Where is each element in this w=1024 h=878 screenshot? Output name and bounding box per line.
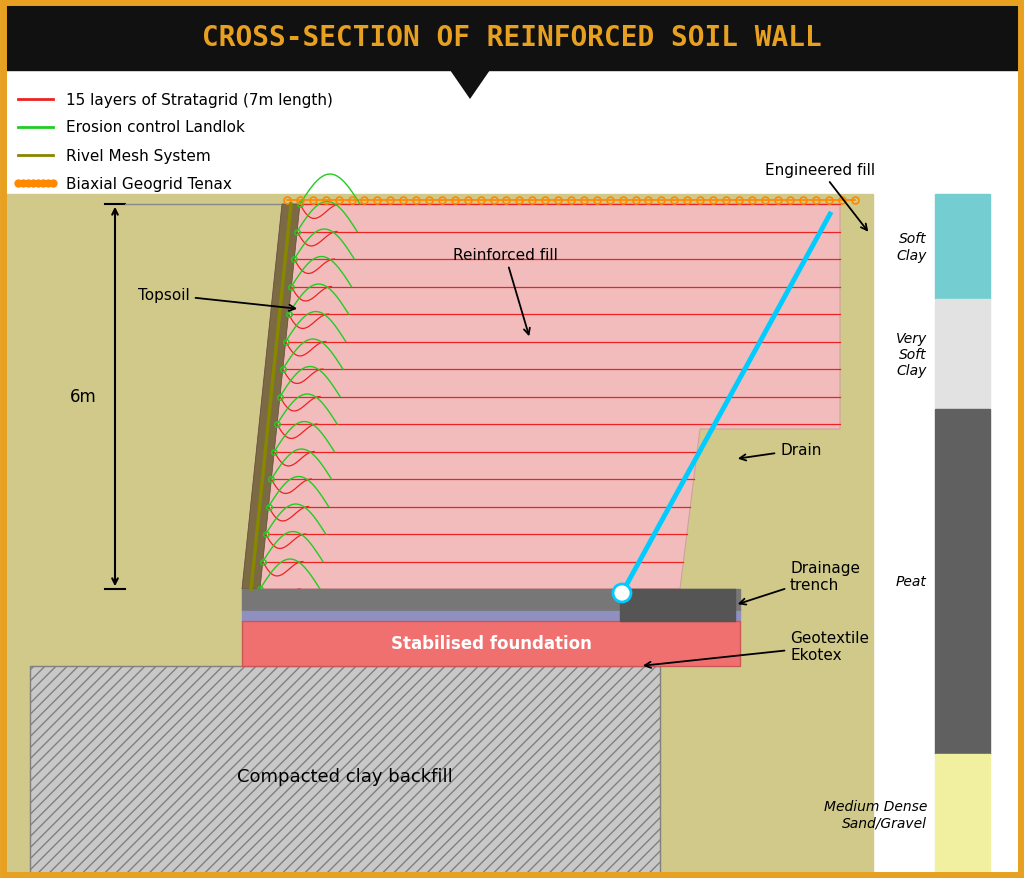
- Bar: [935, 195, 990, 299]
- Bar: [935, 754, 990, 874]
- Text: Engineered fill: Engineered fill: [765, 162, 876, 231]
- Text: Soft
Clay: Soft Clay: [897, 232, 927, 263]
- Circle shape: [613, 585, 631, 602]
- Bar: [242, 611, 740, 622]
- Bar: [242, 589, 740, 611]
- Bar: [242, 622, 740, 666]
- Text: Medium Dense
Sand/Gravel: Medium Dense Sand/Gravel: [823, 799, 927, 829]
- Text: Drain: Drain: [739, 443, 821, 461]
- Text: Stabilised foundation: Stabilised foundation: [390, 635, 592, 652]
- Bar: [935, 299, 990, 409]
- Text: 15 layers of Stratagrid (7m length): 15 layers of Stratagrid (7m length): [66, 92, 333, 107]
- Text: Rivel Mesh System: Rivel Mesh System: [66, 148, 211, 163]
- Text: 6m: 6m: [71, 388, 97, 406]
- Text: CROSS-SECTION OF REINFORCED SOIL WALL: CROSS-SECTION OF REINFORCED SOIL WALL: [202, 24, 822, 52]
- Text: Peat: Peat: [896, 575, 927, 589]
- Text: Erosion control Landlok: Erosion control Landlok: [66, 120, 245, 135]
- Text: Very
Soft
Clay: Very Soft Clay: [896, 331, 927, 378]
- Text: Geotextile
Ekotex: Geotextile Ekotex: [645, 630, 869, 668]
- Polygon shape: [242, 205, 840, 589]
- Bar: [3, 195, 873, 873]
- Bar: [620, 589, 735, 622]
- Text: Topsoil: Topsoil: [138, 288, 295, 312]
- Text: Drainage
trench: Drainage trench: [739, 560, 860, 605]
- Text: Compacted clay backfill: Compacted clay backfill: [238, 767, 453, 785]
- Text: Reinforced fill: Reinforced fill: [453, 248, 557, 335]
- Bar: [935, 409, 990, 754]
- Bar: [3, 3, 1021, 71]
- Text: Biaxial Geogrid Tenax: Biaxial Geogrid Tenax: [66, 176, 231, 191]
- Polygon shape: [242, 205, 300, 589]
- Polygon shape: [450, 71, 490, 100]
- Bar: [30, 666, 660, 878]
